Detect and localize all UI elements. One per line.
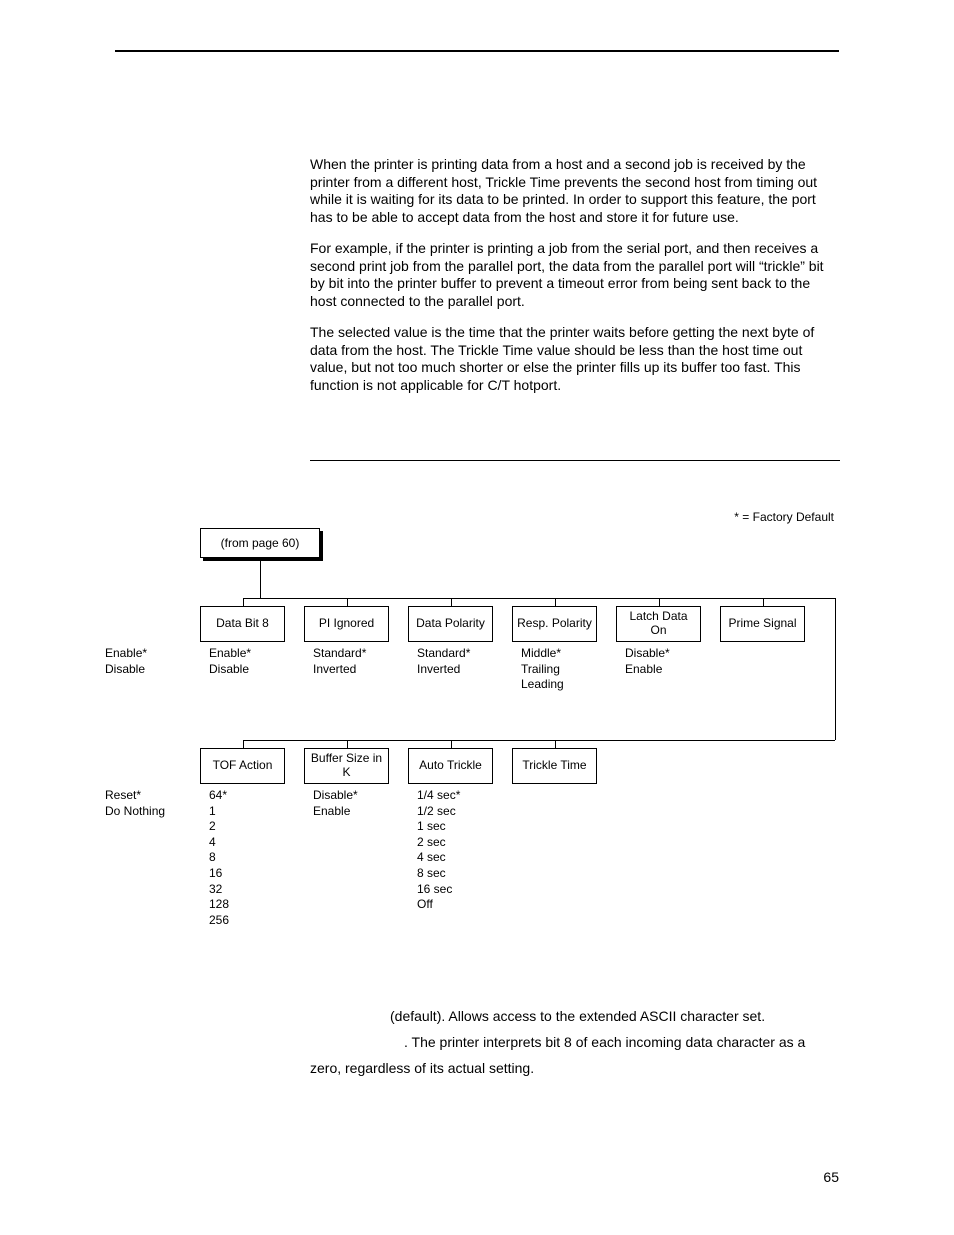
menu-node-label: Data Polarity xyxy=(408,606,493,642)
mid-rule xyxy=(310,460,840,461)
menu-node: Resp. Polarity xyxy=(512,606,597,642)
paragraph-1: When the printer is printing data from a… xyxy=(310,156,840,226)
menu-node: PI Ignored xyxy=(304,606,389,642)
footer-line-3: zero, regardless of its actual setting. xyxy=(310,1059,840,1077)
menu-node: Prime Signal xyxy=(720,606,805,642)
menu-tree-diagram: (from page 60) Data Bit 8 Enable* Disable… xyxy=(200,528,840,948)
tree-line xyxy=(243,740,244,748)
menu-node-options: Reset* Do Nothing xyxy=(105,788,205,819)
menu-node-options: Middle* Trailing Leading xyxy=(521,646,621,693)
menu-node: Auto Trickle xyxy=(408,748,493,784)
tree-line xyxy=(243,598,244,606)
menu-node-options: Standard* Inverted xyxy=(313,646,413,677)
footer-line-1: (default). Allows access to the extended… xyxy=(310,1007,840,1025)
menu-node-label: Trickle Time xyxy=(512,748,597,784)
menu-node: TOF Action xyxy=(200,748,285,784)
menu-node-options: Standard* Inverted xyxy=(417,646,517,677)
menu-node-label: Buffer Size in K xyxy=(304,748,389,784)
top-rule xyxy=(115,50,839,52)
menu-node: Data Polarity xyxy=(408,606,493,642)
tree-line xyxy=(835,598,836,740)
tree-line xyxy=(451,740,452,748)
menu-node-label: Latch Data On xyxy=(616,606,701,642)
paragraph-3: The selected value is the time that the … xyxy=(310,324,840,394)
tree-line xyxy=(451,598,452,606)
tree-line xyxy=(347,598,348,606)
menu-node-label: Resp. Polarity xyxy=(512,606,597,642)
menu-node-options: 1/4 sec* 1/2 sec 1 sec 2 sec 4 sec 8 sec… xyxy=(417,788,517,913)
menu-node-label: TOF Action xyxy=(200,748,285,784)
body-text: When the printer is printing data from a… xyxy=(310,156,840,408)
page-number: 65 xyxy=(823,1169,839,1185)
tree-line xyxy=(243,740,836,741)
menu-node-options: Disable* Enable xyxy=(625,646,725,677)
tree-line xyxy=(555,740,556,748)
menu-node-label: Auto Trickle xyxy=(408,748,493,784)
page: When the printer is printing data from a… xyxy=(0,0,954,1235)
footer-text: (default). Allows access to the extended… xyxy=(310,1007,840,1086)
menu-node: Trickle Time xyxy=(512,748,597,784)
tree-line xyxy=(659,598,660,606)
tree-line xyxy=(260,560,261,598)
menu-node: Buffer Size in K xyxy=(304,748,389,784)
menu-node-options: 64* 1 2 4 8 16 32 128 256 xyxy=(209,788,309,928)
footer-line-2: . The printer interprets bit 8 of each i… xyxy=(310,1033,840,1051)
menu-node-options: Enable* Disable xyxy=(209,646,309,677)
tree-line xyxy=(763,598,764,606)
factory-default-note: * = Factory Default xyxy=(734,510,834,524)
tree-line xyxy=(347,740,348,748)
root-box: (from page 60) xyxy=(200,528,320,558)
menu-node-options: Disable* Enable xyxy=(313,788,413,819)
menu-node: Latch Data On xyxy=(616,606,701,642)
menu-node-label: Prime Signal xyxy=(720,606,805,642)
menu-node: Data Bit 8 xyxy=(200,606,285,642)
root-label: (from page 60) xyxy=(221,536,300,550)
tree-line xyxy=(243,598,836,599)
menu-node-options: Enable* Disable xyxy=(105,646,205,677)
menu-node-label: Data Bit 8 xyxy=(200,606,285,642)
menu-node-label: PI Ignored xyxy=(304,606,389,642)
tree-line xyxy=(555,598,556,606)
paragraph-2: For example, if the printer is printing … xyxy=(310,240,840,310)
